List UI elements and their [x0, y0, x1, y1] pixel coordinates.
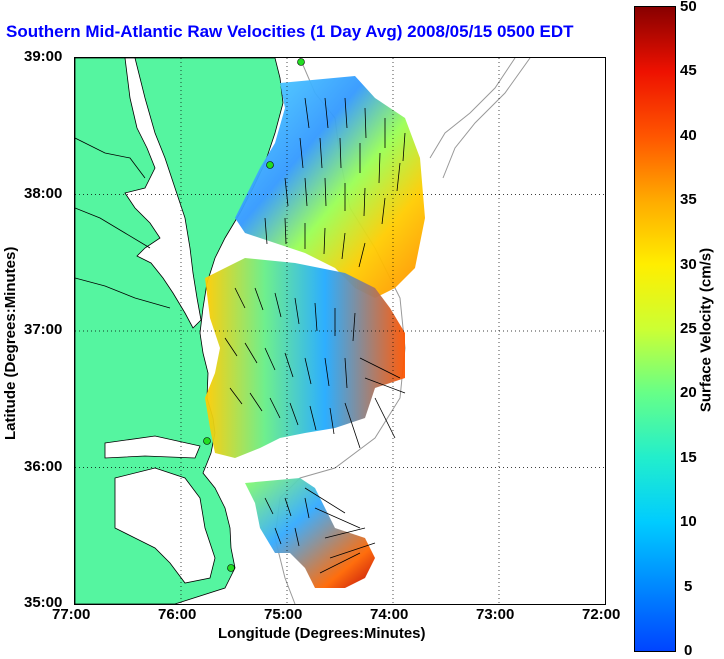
y-tick-label: 35:00: [24, 594, 63, 611]
colorbar-tick-label: 25: [680, 320, 697, 337]
depth-contour-2: [429, 58, 516, 159]
station-marker: [266, 161, 274, 169]
x-axis-label: Longitude (Degrees:Minutes): [218, 625, 426, 642]
station-marker: [297, 58, 305, 66]
y-tick-label: 38:00: [24, 185, 63, 202]
y-tick-label: 37:00: [24, 321, 63, 338]
station-marker: [203, 437, 211, 445]
hf-radar-stations: [203, 58, 305, 572]
velocity-field-south: [245, 478, 375, 588]
colorbar-tick-label: 10: [680, 513, 697, 530]
colorbar-tick-label: 50: [680, 0, 697, 15]
x-tick-label: 73:00: [476, 606, 515, 623]
colorbar-label: Surface Velocity (cm/s): [697, 247, 715, 413]
velocity-map: [75, 58, 605, 604]
map-title: Southern Mid-Atlantic Raw Velocities (1 …: [6, 22, 574, 41]
x-tick-label: 74:00: [370, 606, 409, 623]
pamlico-sound: [114, 467, 216, 584]
depth-contour-3: [442, 58, 531, 179]
station-marker: [227, 564, 235, 572]
colorbar-tick-label: 20: [680, 384, 697, 401]
y-axis-label: Latitude (Degrees:Minutes): [2, 246, 19, 440]
grid-lines: [75, 58, 605, 604]
x-tick-label: 75:00: [264, 606, 303, 623]
y-tick-label: 39:00: [24, 48, 63, 65]
colorbar-tick-label: 15: [680, 449, 697, 466]
colorbar-tick-label: 0: [684, 642, 693, 659]
x-tick-label: 72:00: [582, 606, 621, 623]
colorbar-tick-label: 5: [684, 578, 693, 595]
current-vectors: [224, 97, 406, 574]
y-tick-label: 36:00: [24, 458, 63, 475]
colorbar: [634, 6, 676, 652]
chesapeake-bay: [124, 58, 202, 329]
map-plot-area: [74, 57, 606, 605]
tributary-3: [75, 277, 171, 309]
colorbar-tick-label: 35: [680, 191, 697, 208]
tributary-2: [75, 207, 151, 249]
x-tick-label: 77:00: [52, 606, 91, 623]
colorbar-tick-label: 45: [680, 62, 697, 79]
colorbar-tick-label: 40: [680, 127, 697, 144]
albemarle-sound: [104, 435, 201, 459]
velocity-field-north: [235, 76, 425, 298]
colorbar-tick-label: 30: [680, 256, 697, 273]
tributary-1: [75, 137, 146, 179]
x-tick-label: 76:00: [158, 606, 197, 623]
